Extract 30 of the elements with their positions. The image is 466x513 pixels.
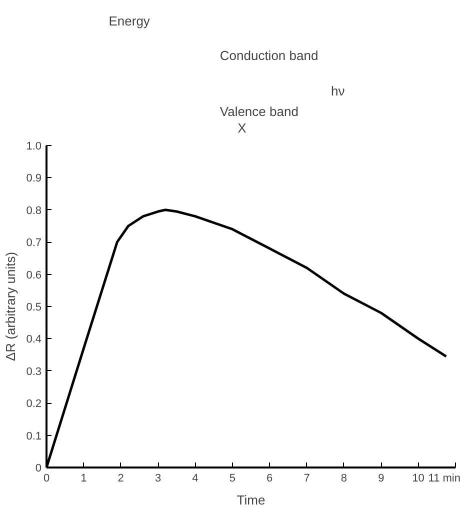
x-tick-label: 11 min [428, 472, 461, 484]
text: hν [331, 83, 345, 98]
x-tick-label: 7 [304, 472, 310, 484]
x-tick-label: 6 [266, 472, 273, 484]
x-tick-label: 0 [43, 472, 50, 484]
text: Valence band [220, 104, 298, 119]
y-tick-label: 0.6 [26, 269, 42, 282]
x-tick-label: 3 [154, 472, 162, 484]
x-tick-label: 10 [412, 472, 424, 484]
y-tick-label: 0.1 [26, 430, 42, 442]
x-tick-label: 4 [192, 472, 198, 484]
text: X [238, 120, 247, 136]
text: 1.0 [26, 140, 42, 152]
y-axis-title: ΔR (arbitrary units) [3, 252, 18, 362]
x-tick-label: 2 [118, 472, 124, 484]
y-tick-label: 0.3 [26, 366, 42, 378]
y-tick-label: 0.9 [26, 172, 42, 185]
y-tick-label: 0.5 [26, 302, 42, 314]
y-tick-label: 0.4 [26, 334, 42, 346]
x-tick-label: 5 [229, 472, 236, 484]
x-tick-label: 9 [378, 472, 384, 484]
x-tick-label: 1 [80, 472, 87, 484]
text: Conduction band [220, 48, 318, 64]
y-tick-label: 0.2 [26, 398, 42, 410]
y-tick-label: 0 [35, 462, 42, 474]
x-tick-label: 8 [340, 472, 348, 484]
y-tick-label: 0.7 [26, 237, 42, 250]
x-axis-title: Time [236, 492, 266, 508]
y-tick-label: 0.8 [26, 204, 42, 217]
text: Energy [108, 14, 150, 29]
